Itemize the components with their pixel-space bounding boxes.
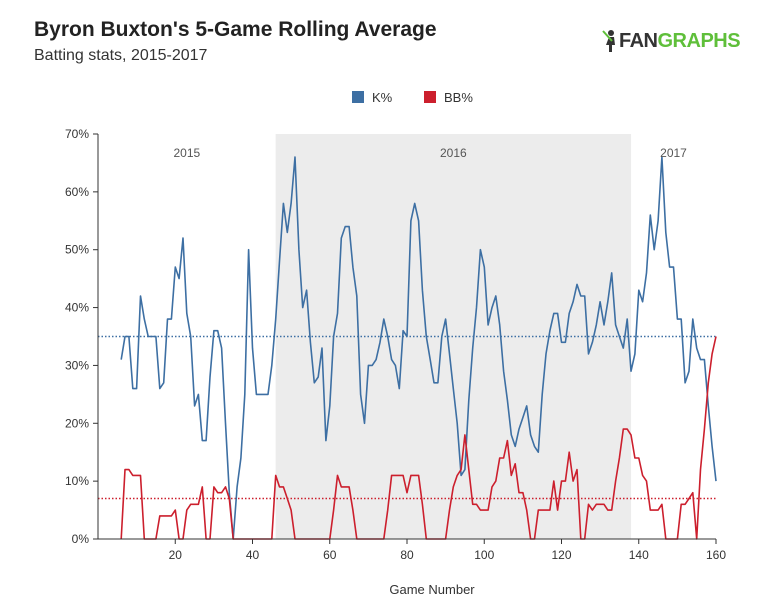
season-label-2015: 2015 — [173, 146, 200, 160]
chart-title: Byron Buxton's 5-Game Rolling Average — [34, 18, 437, 41]
x-tick-label: 140 — [629, 548, 649, 562]
season-label-2017: 2017 — [660, 146, 687, 160]
legend-label-k: K% — [372, 90, 393, 105]
logo-fan-text: FAN — [619, 30, 658, 52]
chart-labels: 2015 2016 2017 0% 10% 20% 30% 40% 50% 60% 70% 20 40 6… — [65, 90, 726, 597]
logo-wordmark: FANGRAPHS — [619, 30, 741, 53]
season-label-2016: 2016 — [440, 146, 467, 160]
legend-swatch-k — [352, 91, 364, 103]
logo-graphs-text: GRAPHS — [657, 30, 741, 52]
y-tick-label: 0% — [72, 532, 90, 546]
x-tick-label: 100 — [474, 548, 494, 562]
x-tick-label: 20 — [169, 548, 183, 562]
y-tick-label: 70% — [65, 127, 89, 141]
x-tick-label: 160 — [706, 548, 726, 562]
y-tick-label: 60% — [65, 185, 89, 199]
series-line-k — [120, 156, 717, 540]
x-tick-label: 60 — [323, 548, 337, 562]
x-axis-title: Game Number — [389, 582, 475, 597]
y-tick-label: 30% — [65, 358, 89, 372]
legend-label-bb: BB% — [444, 90, 473, 105]
fangraphs-logo: FANGRAPHS — [600, 28, 741, 56]
chart-subtitle: Batting stats, 2015-2017 — [34, 47, 208, 64]
y-tick-label: 10% — [65, 474, 89, 488]
y-tick-label: 40% — [65, 301, 89, 315]
y-tick-label: 50% — [65, 243, 89, 257]
series-line-bb — [120, 336, 717, 540]
y-tick-label: 20% — [65, 416, 89, 430]
x-tick-label: 120 — [551, 548, 571, 562]
x-tick-label: 80 — [400, 548, 414, 562]
batter-icon — [602, 30, 615, 52]
series-lines — [120, 156, 717, 540]
x-tick-label: 40 — [246, 548, 260, 562]
legend-swatch-bb — [424, 91, 436, 103]
axes — [93, 133, 717, 544]
